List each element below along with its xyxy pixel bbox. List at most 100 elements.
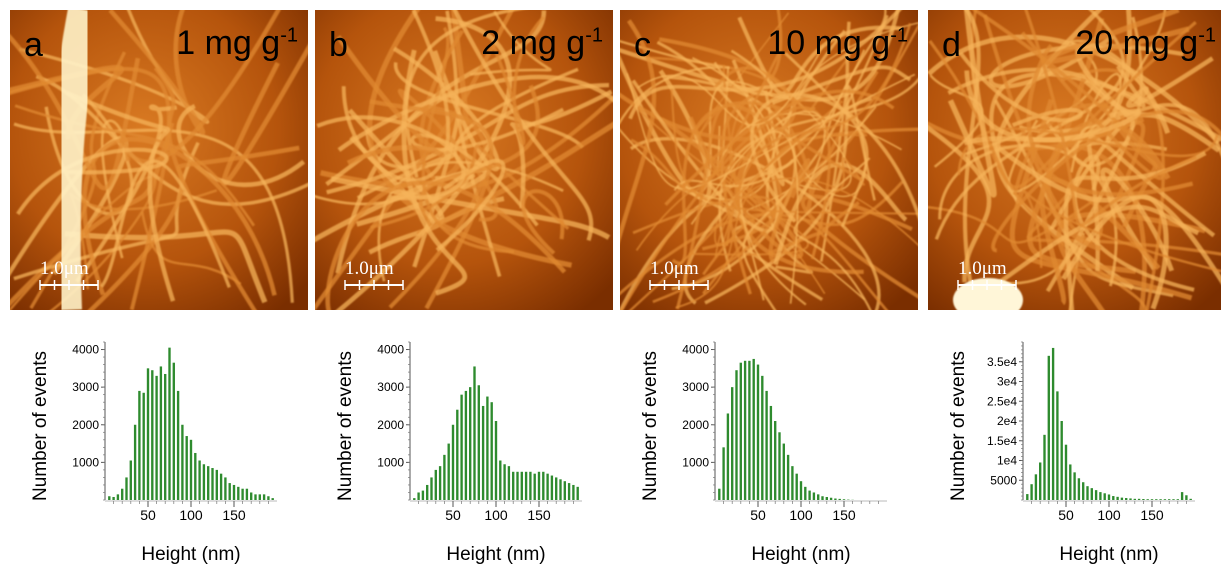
y-tick-label: 5000: [990, 473, 1017, 487]
histogram-bar: [181, 425, 183, 500]
histogram-bar: [761, 376, 763, 500]
histogram-bar: [198, 461, 200, 501]
y-tick-label: 2.5e4: [987, 394, 1017, 408]
y-tick-label: 3.5e4: [987, 355, 1017, 369]
histogram-bar: [572, 485, 574, 500]
x-tick-label: 150: [1140, 507, 1164, 523]
histogram-bar: [473, 366, 475, 500]
histogram-bar: [1134, 499, 1136, 500]
concentration-exponent: -1: [585, 25, 603, 47]
histogram-bar: [1142, 499, 1144, 500]
histogram-bar: [452, 425, 454, 500]
histogram-bar: [555, 477, 557, 500]
histogram-bar: [1129, 498, 1131, 500]
histogram-bar: [1043, 435, 1045, 500]
histogram-bar: [757, 365, 759, 500]
histogram-bar: [460, 395, 462, 500]
x-tick-label: 150: [222, 507, 246, 523]
histogram-bar: [186, 436, 188, 500]
histogram-bar: [1030, 484, 1032, 500]
histogram-bar: [151, 370, 153, 500]
y-tick-label: 4000: [72, 343, 99, 357]
histogram-bar: [727, 413, 729, 500]
histogram-bar: [486, 397, 488, 500]
histogram-bar: [1061, 421, 1063, 500]
histogram-bar: [1026, 494, 1028, 500]
histogram-bar: [1116, 497, 1118, 500]
histogram-bar: [568, 483, 570, 500]
histogram-bar: [491, 402, 493, 500]
histogram-bar: [125, 477, 127, 500]
histogram-bar: [1056, 391, 1058, 500]
histogram-bar: [435, 470, 437, 500]
histogram-bar: [718, 489, 720, 500]
histogram-bar: [237, 487, 239, 500]
y-tick-label: 2000: [72, 418, 99, 432]
concentration-exponent: -1: [890, 25, 908, 47]
histogram-bar: [800, 481, 802, 500]
histogram-bar: [821, 496, 823, 500]
histogram-bar: [778, 432, 780, 500]
histogram-bar: [465, 391, 467, 500]
histogram-bar: [263, 494, 265, 500]
histogram-bar: [267, 496, 269, 500]
histogram-bar: [791, 466, 793, 500]
histogram-bar: [443, 455, 445, 500]
histogram-bar: [1048, 356, 1050, 500]
histogram-bar: [1073, 472, 1075, 500]
y-tick-label: 1.5e4: [987, 434, 1017, 448]
histogram-bar: [1099, 492, 1101, 500]
histogram-bar: [108, 496, 110, 500]
y-tick-label: 1000: [377, 455, 404, 469]
x-tick-label: 150: [527, 507, 551, 523]
histogram-bar: [1151, 499, 1153, 500]
histogram-bar: [1138, 499, 1140, 500]
x-axis-label: Height (nm): [751, 544, 850, 565]
x-tick-label: 100: [484, 507, 508, 523]
histogram-bar: [804, 487, 806, 500]
histogram-bar: [551, 476, 553, 500]
histogram-bar: [203, 464, 205, 500]
concentration-value: 20 mg g: [1075, 24, 1198, 62]
histogram-bar: [254, 494, 256, 500]
histogram-bar: [495, 421, 497, 500]
x-tick-label: 50: [750, 507, 766, 523]
histogram-bar: [164, 374, 166, 500]
histogram-bar: [525, 472, 527, 500]
histogram-bar: [211, 468, 213, 500]
histogram-bar: [482, 406, 484, 500]
concentration-label: 20 mg g-1: [1075, 24, 1216, 63]
x-axis-label: Height (nm): [141, 544, 240, 565]
histogram-bar: [246, 489, 248, 500]
histogram-bar: [413, 498, 415, 500]
concentration-exponent: -1: [1198, 25, 1216, 47]
histogram-bar: [1086, 486, 1088, 500]
histogram-bar: [155, 376, 157, 500]
x-tick-label: 100: [789, 507, 813, 523]
histogram-bar: [542, 472, 544, 500]
histogram-bar: [512, 472, 514, 500]
y-axis-label: Number of events: [948, 351, 969, 501]
histogram-bar: [241, 489, 243, 500]
histogram-bar: [1181, 492, 1183, 500]
histogram-bar: [259, 494, 261, 500]
x-tick-label: 50: [445, 507, 461, 523]
histogram-bar: [117, 494, 119, 500]
histogram-bar: [839, 499, 841, 500]
histogram-bar: [834, 498, 836, 500]
histogram-bar: [796, 474, 798, 500]
histogram-bar: [220, 474, 222, 500]
histogram-bar: [808, 491, 810, 500]
histogram-bar: [503, 464, 505, 500]
x-axis-label: Height (nm): [446, 544, 545, 565]
concentration-label: 1 mg g-1: [176, 24, 298, 63]
y-axis-label: Number of events: [335, 351, 356, 501]
histogram-bar: [1078, 478, 1080, 500]
panel-letter: d: [942, 26, 961, 65]
histogram-bar: [439, 466, 441, 500]
scale-bar-label: 1.0μm: [40, 258, 89, 280]
histogram-bar: [826, 497, 828, 500]
histogram-bar: [748, 361, 750, 500]
